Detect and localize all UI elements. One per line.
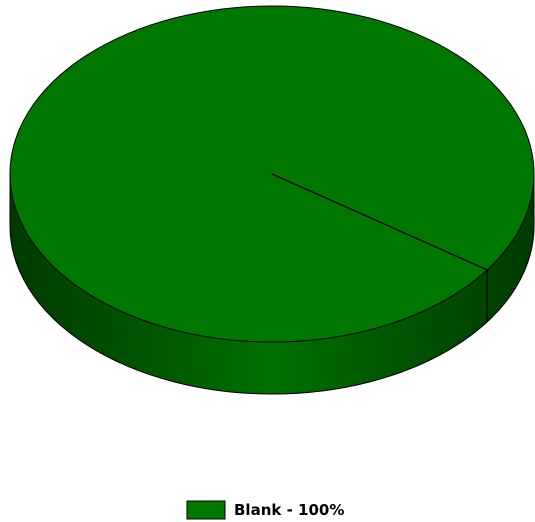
legend-label: Blank - 100% <box>234 501 344 519</box>
separator: - <box>281 501 298 519</box>
legend-swatch <box>186 500 226 520</box>
legend-name: Blank <box>234 501 282 519</box>
legend: Blank - 100% <box>186 500 344 520</box>
legend-value: 100% <box>298 501 344 519</box>
pie <box>9 5 535 395</box>
slice-edge <box>271 173 488 271</box>
